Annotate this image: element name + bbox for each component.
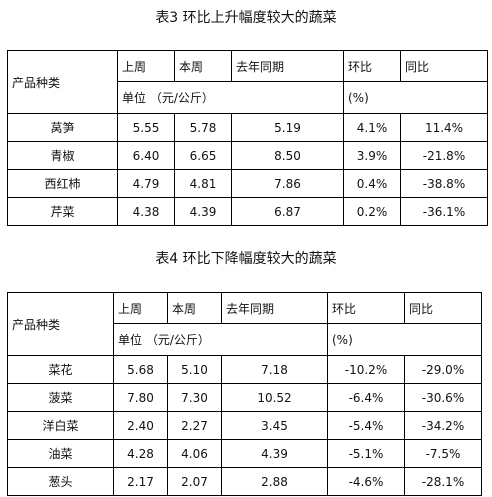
cell-product: 洋白菜	[7, 411, 114, 440]
cell-product: 葱头	[7, 467, 114, 496]
cell-this-week: 5.78	[174, 113, 232, 142]
table-row: 芹菜 4.38 4.39 6.87 0.2% -36.1%	[7, 197, 488, 226]
cell-yoy: -36.1%	[400, 197, 488, 226]
cell-this-week: 7.30	[167, 383, 222, 412]
cell-last-week: 7.80	[113, 383, 168, 412]
cell-product: 青椒	[7, 141, 118, 170]
cell-mom: 0.4%	[343, 169, 401, 198]
cell-product: 芹菜	[7, 197, 118, 226]
cell-yoy: -7.5%	[404, 439, 482, 468]
table-row: 洋白菜 2.40 2.27 3.45 -5.4% -34.2%	[7, 411, 482, 440]
cell-last-year: 7.18	[221, 355, 328, 384]
cell-yoy: -29.0%	[404, 355, 482, 384]
header-last-week: 上周	[113, 292, 168, 324]
cell-product: 菠菜	[7, 383, 114, 412]
table-header-row: 产品种类 上周 本周 去年同期 环比 同比	[7, 50, 488, 114]
table-3: 产品种类 上周 本周 去年同期 环比 同比 单位 （元/公斤） (%) 莴笋 5…	[7, 50, 488, 226]
cell-last-year: 8.50	[231, 141, 344, 170]
cell-last-week: 4.38	[117, 197, 175, 226]
cell-mom: -6.4%	[327, 383, 405, 412]
cell-last-week: 2.40	[113, 411, 168, 440]
cell-product: 莴笋	[7, 113, 118, 142]
table-row: 西红柿 4.79 4.81 7.86 0.4% -38.8%	[7, 169, 488, 198]
header-product: 产品种类	[7, 292, 114, 356]
cell-yoy: -21.8%	[400, 141, 488, 170]
cell-last-week: 4.79	[117, 169, 175, 198]
header-mom: 环比	[343, 50, 401, 82]
cell-yoy: -30.6%	[404, 383, 482, 412]
header-last-week: 上周	[117, 50, 175, 82]
table-4: 产品种类 上周 本周 去年同期 环比 同比 单位 （元/公斤） (%) 菜花 5…	[7, 292, 482, 496]
cell-mom: -5.4%	[327, 411, 405, 440]
cell-last-week: 4.28	[113, 439, 168, 468]
table-4-title: 表4 环比下降幅度较大的蔬菜	[155, 251, 337, 267]
header-product: 产品种类	[7, 50, 118, 114]
header-last-year: 去年同期	[231, 50, 344, 82]
header-this-week: 本周	[174, 50, 232, 82]
cell-last-year: 2.88	[221, 467, 328, 496]
cell-last-year: 3.45	[221, 411, 328, 440]
header-unit: 单位 （元/公斤）	[117, 81, 344, 114]
cell-last-year: 7.86	[231, 169, 344, 198]
cell-mom: -5.1%	[327, 439, 405, 468]
cell-yoy: -28.1%	[404, 467, 482, 496]
table-row: 葱头 2.17 2.07 2.88 -4.6% -28.1%	[7, 467, 482, 496]
cell-this-week: 4.81	[174, 169, 232, 198]
table-3-title: 表3 环比上升幅度较大的蔬菜	[155, 10, 337, 26]
cell-this-week: 2.07	[167, 467, 222, 496]
cell-last-year: 10.52	[221, 383, 328, 412]
header-mom: 环比	[327, 292, 405, 324]
cell-this-week: 4.06	[167, 439, 222, 468]
table-row: 菜花 5.68 5.10 7.18 -10.2% -29.0%	[7, 355, 482, 384]
table-row: 菠菜 7.80 7.30 10.52 -6.4% -30.6%	[7, 383, 482, 412]
cell-mom: -4.6%	[327, 467, 405, 496]
cell-last-year: 6.87	[231, 197, 344, 226]
cell-product: 油菜	[7, 439, 114, 468]
cell-last-year: 4.39	[221, 439, 328, 468]
header-unit: 单位 （元/公斤）	[113, 323, 328, 356]
cell-mom: 0.2%	[343, 197, 401, 226]
cell-product: 西红柿	[7, 169, 118, 198]
table-unit-row: 单位 （元/公斤） (%)	[8, 323, 482, 356]
cell-last-week: 5.55	[117, 113, 175, 142]
header-yoy: 同比	[404, 292, 482, 324]
header-percent: (%)	[343, 81, 488, 114]
cell-yoy: 11.4%	[400, 113, 488, 142]
cell-last-year: 5.19	[231, 113, 344, 142]
cell-mom: -10.2%	[327, 355, 405, 384]
header-percent: (%)	[327, 323, 482, 356]
cell-last-week: 6.40	[117, 141, 175, 170]
cell-this-week: 4.39	[174, 197, 232, 226]
table-header-row: 产品种类 上周 本周 去年同期 环比 同比	[7, 292, 482, 356]
cell-this-week: 5.10	[167, 355, 222, 384]
cell-this-week: 6.65	[174, 141, 232, 170]
cell-last-week: 5.68	[113, 355, 168, 384]
header-this-week: 本周	[167, 292, 222, 324]
cell-yoy: -38.8%	[400, 169, 488, 198]
table-row: 油菜 4.28 4.06 4.39 -5.1% -7.5%	[7, 439, 482, 468]
header-yoy: 同比	[400, 50, 488, 82]
cell-mom: 3.9%	[343, 141, 401, 170]
table-row: 青椒 6.40 6.65 8.50 3.9% -21.8%	[7, 141, 488, 170]
header-last-year: 去年同期	[221, 292, 328, 324]
cell-mom: 4.1%	[343, 113, 401, 142]
table-unit-row: 单位 （元/公斤） (%)	[8, 81, 488, 114]
cell-yoy: -34.2%	[404, 411, 482, 440]
cell-this-week: 2.27	[167, 411, 222, 440]
cell-last-week: 2.17	[113, 467, 168, 496]
table-row: 莴笋 5.55 5.78 5.19 4.1% 11.4%	[7, 113, 488, 142]
cell-product: 菜花	[7, 355, 114, 384]
